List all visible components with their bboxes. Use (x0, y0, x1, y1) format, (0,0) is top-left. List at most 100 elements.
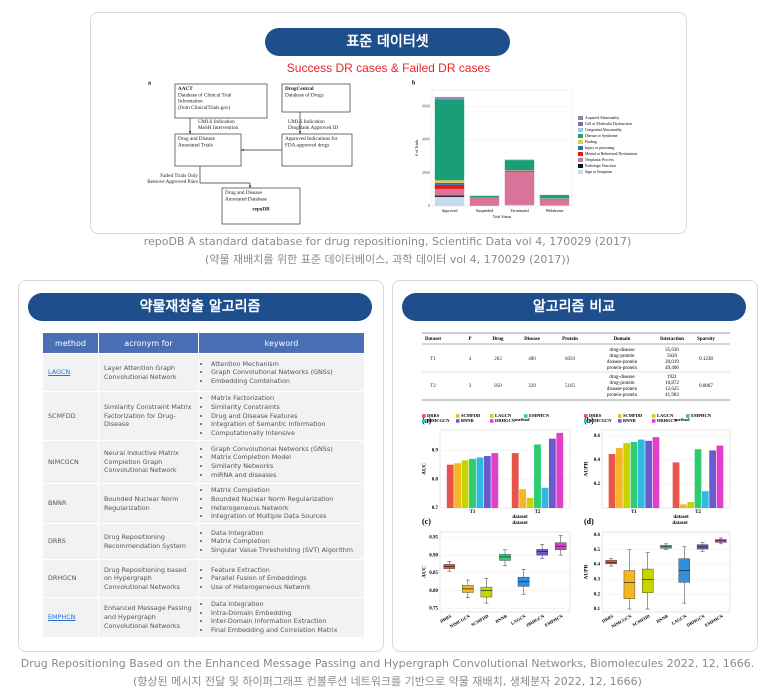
stacked-bar (434, 97, 465, 99)
keyword: Intra-Domain Embedding (211, 609, 359, 618)
bar (476, 457, 484, 508)
x-tick-label: T1 (470, 510, 476, 515)
panel-label: (c) (422, 517, 431, 526)
cell: drug-disease (609, 348, 635, 353)
keyword-list: Matrix FactorizationSimilarity Constrain… (204, 394, 359, 437)
flow-text: DrugCentral (285, 86, 314, 92)
method-cell: DRRS (42, 523, 99, 560)
keyword: Inter-Domain Information Extraction (211, 617, 359, 626)
cell: 12,625 (665, 387, 679, 392)
cell: protein-protein (607, 366, 637, 371)
top-title: 표준 데이터셋 (265, 28, 510, 56)
method-cell: LAGCN (42, 353, 99, 392)
method-name: DRRS (48, 537, 66, 546)
y-tick-label: 2000 (422, 170, 430, 175)
header-cell: Domain (614, 337, 631, 342)
stacked-bar (434, 180, 465, 183)
x-tick-label: Withdrawn (546, 208, 564, 213)
legend-label: Congenital Abnormality (585, 128, 622, 132)
keyword: Matrix Completion Model (211, 453, 359, 462)
keyword: Singular Value Thresholding (SVT) Algori… (211, 546, 359, 555)
cell: 480 (528, 357, 536, 362)
y-axis-label: AUPR (583, 563, 589, 579)
header-cell: method (42, 332, 99, 354)
header-cell: Dataset (425, 337, 441, 342)
legend-swatch (456, 419, 460, 423)
legend-label: Mental or Behavioral Dysfunction (585, 152, 637, 156)
bar (548, 438, 556, 508)
legend-swatch (578, 158, 583, 162)
flow-text: Annotated Trials (178, 142, 213, 148)
box (480, 586, 493, 598)
stacked-bar (539, 195, 570, 199)
bar (446, 464, 454, 508)
acronym-cell: Drug Repositioning based on Hypergraph C… (98, 559, 199, 598)
stacked-bar (469, 195, 500, 198)
header-cell: Interaction (660, 337, 684, 342)
keyword-list: Data IntegrationMatrix CompletionSingula… (204, 529, 359, 555)
keyword: Heterogeneous Network (211, 504, 359, 513)
keyword-cell: Attention MechanismGraph Convolutional N… (198, 353, 365, 392)
box (605, 559, 617, 565)
x-tick-label: BNNR (655, 613, 669, 624)
cell: 0.1238 (699, 357, 713, 362)
method-link[interactable]: LAGCN (48, 368, 71, 377)
acronym-cell: Drug Repositioning Recommendation System (98, 523, 199, 560)
legend-swatch (578, 170, 583, 174)
plot-frame (439, 531, 571, 613)
flow-text: AACT (178, 86, 193, 92)
x-axis-label: dataset (672, 521, 688, 526)
keyword: miRNA and diseases (211, 471, 359, 480)
method-name: NIMCGCN (48, 457, 79, 466)
cell: protein-protein (607, 393, 637, 398)
legend-label: EMPHCN (691, 413, 712, 418)
y-tick-label: 0.3 (594, 578, 601, 583)
bar (716, 445, 724, 508)
method-link[interactable]: EMPHCN (48, 612, 76, 621)
bar (511, 453, 519, 508)
legend-swatch (578, 140, 583, 144)
bar (672, 462, 680, 508)
legend-swatch (578, 146, 583, 150)
flow-box (281, 133, 353, 167)
legend-swatch (652, 414, 656, 418)
stacked-bar (434, 196, 465, 206)
keyword-list: Data IntegrationIntra-Domain EmbeddingIn… (204, 600, 359, 635)
arrow-head (298, 131, 302, 134)
legend-title: method (675, 417, 690, 422)
x-tick-label: EMPHCN (544, 613, 564, 628)
cell: 850 (494, 384, 502, 389)
cell: 35,630 (665, 348, 679, 353)
panel-label: (b) (584, 416, 594, 425)
caption: (향상된 메시지 전달 및 하이퍼그래프 컨볼루션 네트워크를 기반으로 약물 … (133, 675, 642, 688)
keyword: Final Embedding and Correlation Matrix (211, 626, 359, 635)
acronym-cell: Similarity Constraint Matrix Factorizati… (98, 391, 199, 441)
cell: 49,406 (665, 366, 679, 371)
x-tick-label: Terminated (510, 208, 528, 213)
keyword-list: Graph Convolutional Networks (GNSs)Matri… (204, 445, 359, 480)
keyword: Matrix Factorization (211, 394, 359, 403)
keyword: Data Integration (211, 600, 359, 609)
table-row: NIMCGCN Neural Inductive Matrix Completio… (42, 440, 365, 484)
box (499, 554, 511, 561)
flow-text: Database of Drugs (285, 91, 324, 98)
keyword-list: Feature ExtractionParallel Fusion of Emb… (204, 566, 359, 592)
y-tick-label: 4000 (422, 137, 430, 142)
x-tick-label: SCMFDD (470, 613, 490, 627)
y-axis-label: AUC (421, 463, 427, 475)
legend-swatch (686, 414, 690, 418)
x-tick-label: SCMFDD (632, 613, 652, 627)
edge-label: MeSH Intervention (198, 125, 239, 131)
legend-swatch (618, 414, 622, 418)
flow-text: Information (178, 98, 203, 105)
legend-label: DRRS (589, 413, 602, 418)
legend-swatch (578, 116, 583, 120)
stacked-bar (434, 188, 465, 196)
x-tick-label: T1 (631, 510, 637, 515)
y-tick-label: 6000 (422, 103, 430, 108)
y-tick-label: 0.8 (432, 477, 439, 482)
legend-label: DRHGCN (657, 418, 678, 423)
flow-text: FDA-approved drugs (285, 142, 329, 148)
